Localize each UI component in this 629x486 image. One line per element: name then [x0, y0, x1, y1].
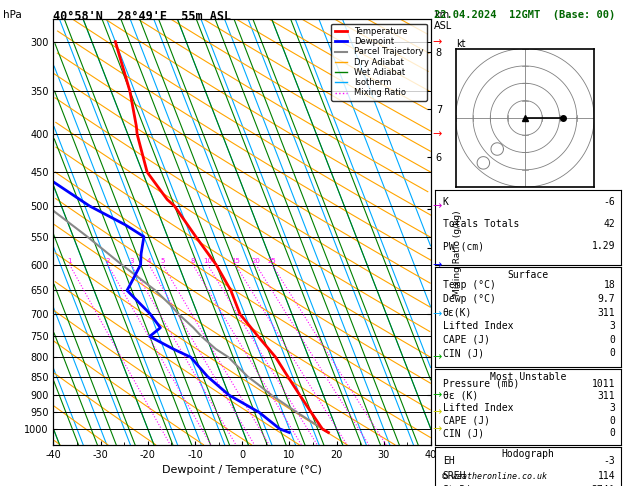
Text: kt: kt [455, 38, 465, 49]
Text: © weatheronline.co.uk: © weatheronline.co.uk [442, 472, 547, 481]
Text: →: → [432, 36, 442, 47]
Text: 5: 5 [160, 258, 165, 264]
Text: 42: 42 [603, 219, 615, 229]
Text: θε (K): θε (K) [443, 391, 478, 401]
Text: Totals Totals: Totals Totals [443, 219, 519, 229]
Text: 9.7: 9.7 [598, 294, 615, 304]
Y-axis label: km
ASL: km ASL [443, 223, 465, 241]
Text: 2: 2 [106, 258, 110, 264]
Text: 18: 18 [603, 280, 615, 290]
Text: 4: 4 [147, 258, 151, 264]
Text: 15: 15 [231, 258, 240, 264]
Text: 40°58'N  28°49'E  55m ASL: 40°58'N 28°49'E 55m ASL [53, 10, 231, 23]
Text: PW (cm): PW (cm) [443, 242, 484, 251]
Text: 0: 0 [610, 348, 615, 358]
Text: 311: 311 [598, 391, 615, 401]
Text: Most Unstable: Most Unstable [490, 372, 566, 382]
Text: 0: 0 [610, 416, 615, 426]
Text: Pressure (mb): Pressure (mb) [443, 379, 519, 389]
Text: Hodograph: Hodograph [501, 449, 555, 459]
Text: Dewp (°C): Dewp (°C) [443, 294, 496, 304]
Text: CAPE (J): CAPE (J) [443, 416, 490, 426]
Text: Lifted Index: Lifted Index [443, 321, 513, 331]
Text: Lifted Index: Lifted Index [443, 403, 513, 413]
Text: →: → [432, 424, 442, 434]
Text: CAPE (J): CAPE (J) [443, 335, 490, 345]
Text: 3: 3 [129, 258, 134, 264]
Text: 311: 311 [598, 308, 615, 317]
Text: →: → [432, 390, 442, 400]
Text: 3: 3 [610, 321, 615, 331]
Text: K: K [443, 197, 448, 207]
Text: 114: 114 [598, 471, 615, 481]
Legend: Temperature, Dewpoint, Parcel Trajectory, Dry Adiabat, Wet Adiabat, Isotherm, Mi: Temperature, Dewpoint, Parcel Trajectory… [331, 24, 426, 101]
Text: 22.04.2024  12GMT  (Base: 00): 22.04.2024 12GMT (Base: 00) [434, 10, 615, 20]
Text: →: → [432, 201, 442, 211]
Text: 3: 3 [610, 403, 615, 413]
Text: Mixing Ratio (g/kg): Mixing Ratio (g/kg) [453, 210, 462, 296]
Text: -3: -3 [603, 456, 615, 467]
Text: 1.29: 1.29 [592, 242, 615, 251]
Text: -6: -6 [603, 197, 615, 207]
Text: →: → [432, 129, 442, 139]
Text: SREH: SREH [443, 471, 466, 481]
Text: hPa: hPa [3, 10, 22, 20]
Text: km
ASL: km ASL [434, 10, 452, 31]
Text: →: → [432, 352, 442, 362]
Text: θε(K): θε(K) [443, 308, 472, 317]
Text: 20: 20 [252, 258, 260, 264]
Text: CIN (J): CIN (J) [443, 348, 484, 358]
Text: 25: 25 [268, 258, 277, 264]
Text: →: → [432, 407, 442, 417]
Text: →: → [432, 309, 442, 319]
Text: EH: EH [443, 456, 454, 467]
X-axis label: Dewpoint / Temperature (°C): Dewpoint / Temperature (°C) [162, 465, 322, 475]
Text: 10: 10 [203, 258, 212, 264]
Text: 8: 8 [191, 258, 195, 264]
Text: 274°: 274° [592, 485, 615, 486]
Text: Temp (°C): Temp (°C) [443, 280, 496, 290]
Text: 0: 0 [610, 428, 615, 438]
Text: Surface: Surface [508, 270, 548, 280]
Text: 1: 1 [67, 258, 72, 264]
Text: StmDir: StmDir [443, 485, 478, 486]
Text: CIN (J): CIN (J) [443, 428, 484, 438]
Text: LCL: LCL [435, 392, 450, 401]
Text: 0: 0 [610, 335, 615, 345]
Text: →: → [432, 260, 442, 270]
Text: 1011: 1011 [592, 379, 615, 389]
